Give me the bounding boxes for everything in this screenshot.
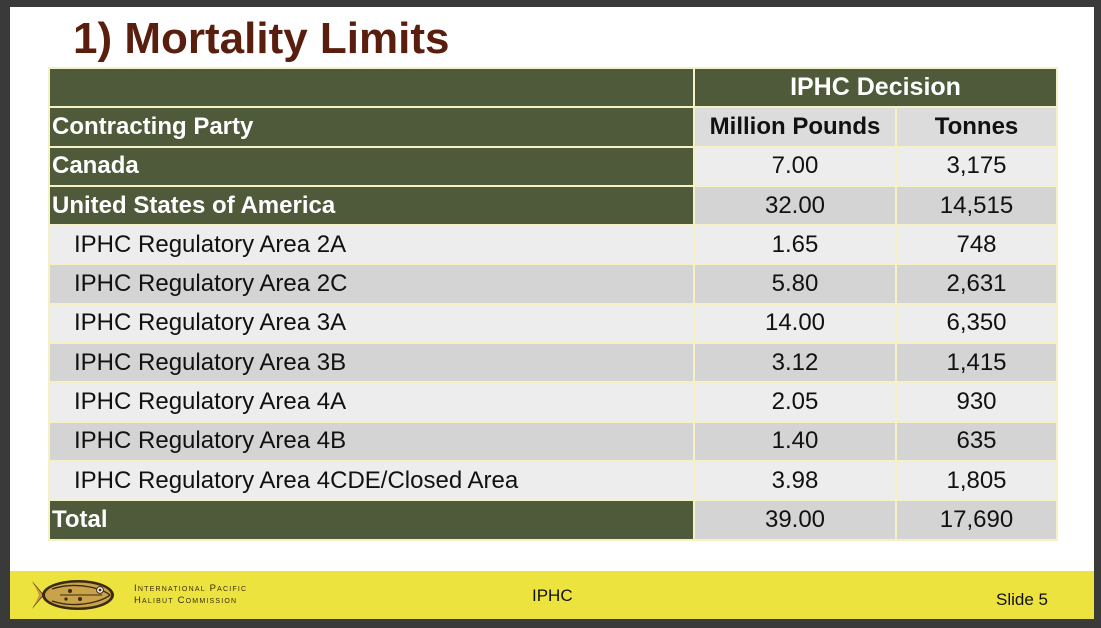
row-label: IPHC Regulatory Area 3A [48, 302, 695, 345]
slide-footer: International Pacific Halibut Commission… [10, 571, 1094, 619]
table-row: IPHC Regulatory Area 2C 5.80 2,631 [48, 263, 1058, 305]
mortality-limits-table: IPHC Decision Contracting Party Million … [48, 66, 1058, 541]
group-header-iphc-decision: IPHC Decision [693, 66, 1058, 109]
cell-million-pounds: 1.65 [693, 224, 897, 266]
cell-million-pounds: 39.00 [693, 499, 897, 541]
slide-number: Slide 5 [996, 590, 1048, 609]
cell-tonnes: 748 [895, 224, 1058, 266]
table-row: IPHC Regulatory Area 4CDE/Closed Area 3.… [48, 459, 1058, 502]
table-row: IPHC Regulatory Area 2A 1.65 748 [48, 224, 1058, 266]
cell-tonnes: 3,175 [895, 145, 1058, 187]
empty-header-cell [48, 66, 695, 109]
column-header-tonnes: Tonnes [895, 106, 1058, 148]
slide: 1) Mortality Limits IPHC Decision Contra… [10, 7, 1094, 619]
cell-million-pounds: 5.80 [693, 263, 897, 305]
row-label: IPHC Regulatory Area 2A [48, 224, 695, 266]
total-row: Total 39.00 17,690 [48, 499, 1058, 541]
organization-name-line1: International Pacific [134, 583, 248, 594]
row-label: IPHC Regulatory Area 2C [48, 263, 695, 305]
slide-title: 1) Mortality Limits [73, 14, 450, 63]
cell-million-pounds: 14.00 [693, 302, 897, 345]
column-header-row: Contracting Party Million Pounds Tonnes [48, 106, 1058, 148]
cell-tonnes: 1,805 [895, 459, 1058, 502]
row-label: Total [48, 499, 695, 541]
halibut-fish-icon [32, 580, 114, 610]
cell-tonnes: 2,631 [895, 263, 1058, 305]
column-header-million-pounds: Million Pounds [693, 106, 897, 148]
cell-million-pounds: 3.98 [693, 459, 897, 502]
table-row: IPHC Regulatory Area 3A 14.00 6,350 [48, 302, 1058, 345]
table-row: United States of America 32.00 14,515 [48, 184, 1058, 227]
cell-tonnes: 6,350 [895, 302, 1058, 345]
row-label: United States of America [48, 184, 695, 227]
organization-name-line2: Halibut Commission [134, 595, 238, 606]
cell-million-pounds: 7.00 [693, 145, 897, 187]
cell-tonnes: 635 [895, 420, 1058, 462]
table-row: IPHC Regulatory Area 4B 1.40 635 [48, 420, 1058, 462]
cell-million-pounds: 3.12 [693, 342, 897, 384]
cell-million-pounds: 2.05 [693, 381, 897, 423]
cell-tonnes: 1,415 [895, 342, 1058, 384]
organization-name: International Pacific Halibut Commission [134, 583, 247, 607]
cell-million-pounds: 32.00 [693, 184, 897, 227]
row-label: IPHC Regulatory Area 3B [48, 342, 695, 384]
row-label: Canada [48, 145, 695, 187]
table-row: Canada 7.00 3,175 [48, 145, 1058, 187]
cell-tonnes: 14,515 [895, 184, 1058, 227]
cell-million-pounds: 1.40 [693, 420, 897, 462]
table-row: IPHC Regulatory Area 3B 3.12 1,415 [48, 342, 1058, 384]
cell-tonnes: 17,690 [895, 499, 1058, 541]
footer-center-label: IPHC [532, 586, 573, 605]
group-header-row: IPHC Decision [48, 66, 1058, 109]
cell-tonnes: 930 [895, 381, 1058, 423]
table-row: IPHC Regulatory Area 4A 2.05 930 [48, 381, 1058, 423]
row-label: IPHC Regulatory Area 4B [48, 420, 695, 462]
row-label: IPHC Regulatory Area 4A [48, 381, 695, 423]
column-header-contracting-party: Contracting Party [48, 106, 695, 148]
row-label: IPHC Regulatory Area 4CDE/Closed Area [48, 459, 695, 502]
